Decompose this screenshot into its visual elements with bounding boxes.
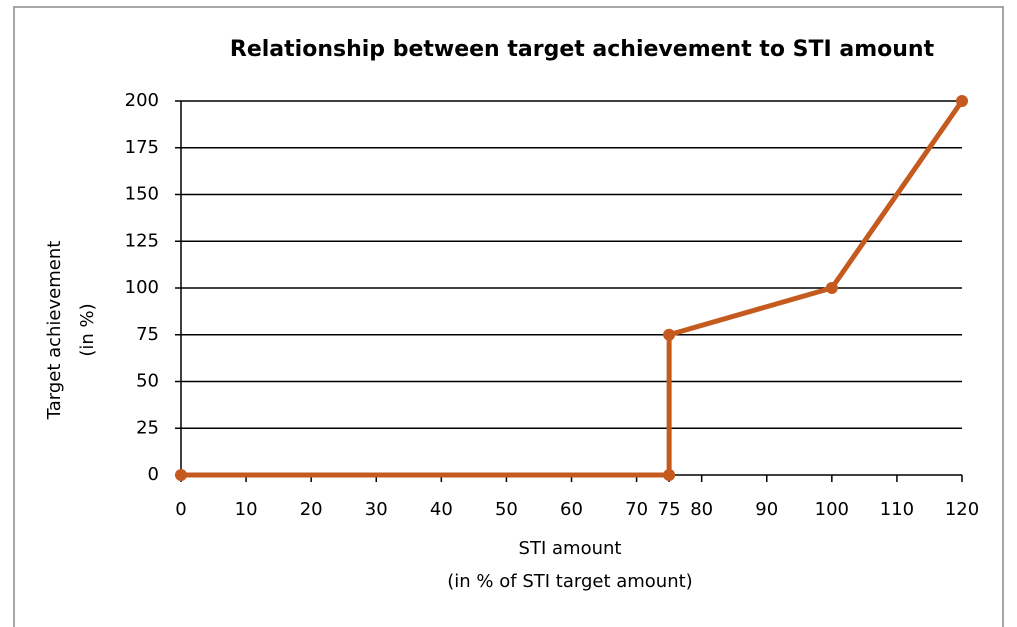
y-tick-label: 75 <box>136 324 159 345</box>
x-axis-label: STI amount <box>519 538 622 559</box>
x-tick-label: 0 <box>175 499 186 520</box>
y-tick-label: 100 <box>125 277 159 298</box>
y-tick-label: 200 <box>125 90 159 111</box>
x-tick-label: 50 <box>495 499 518 520</box>
chart-title: Relationship between target achievement … <box>230 37 935 62</box>
y-tick-label: 25 <box>136 417 159 438</box>
data-point <box>956 95 968 107</box>
y-tick-label: 175 <box>125 137 159 158</box>
x-tick-label: 10 <box>235 499 258 520</box>
data-point <box>825 282 838 294</box>
x-tick-label: 90 <box>755 499 778 520</box>
chart-frame <box>13 6 1004 627</box>
x-axis-label: (in % of STI target amount) <box>447 571 692 592</box>
data-point <box>663 328 676 341</box>
y-axis-label: (in %) <box>77 303 98 356</box>
data-point <box>175 469 187 481</box>
x-tick-label: 40 <box>430 499 453 520</box>
data-point <box>663 469 676 481</box>
x-tick-label: 70 <box>625 499 648 520</box>
y-tick-label: 150 <box>125 184 159 205</box>
y-tick-label: 125 <box>125 230 159 251</box>
x-tick-label: 110 <box>880 499 914 520</box>
y-tick-label: 50 <box>136 371 159 392</box>
x-tick-label: 100 <box>815 499 849 520</box>
x-tick-label: 60 <box>560 499 583 520</box>
x-tick-label: 120 <box>945 499 979 520</box>
x-tick-label: 20 <box>300 499 323 520</box>
x-tick-label: 75 <box>658 499 681 520</box>
y-axis-label-group: Target achievement (in %) <box>44 241 98 421</box>
y-tick-label: 0 <box>148 464 159 485</box>
x-tick-label: 80 <box>690 499 713 520</box>
x-tick-label: 30 <box>365 499 388 520</box>
y-axis-label: Target achievement <box>44 241 65 421</box>
